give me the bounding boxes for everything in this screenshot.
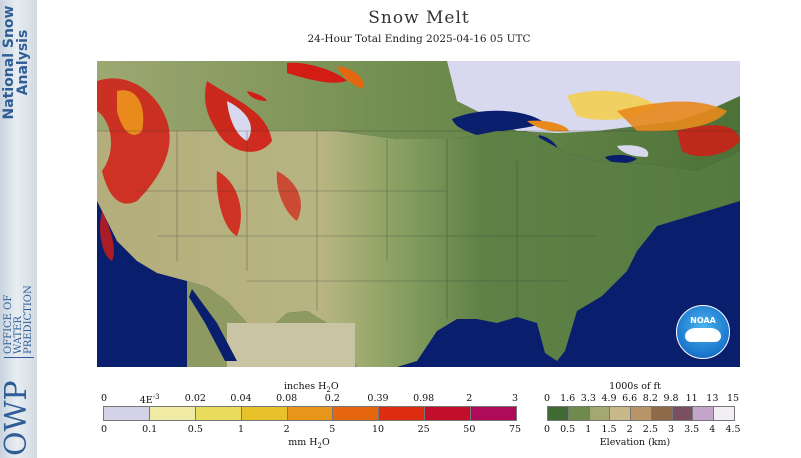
elev-color-bar xyxy=(547,406,735,421)
elev-tick-label: 6.6 xyxy=(622,393,638,404)
melt-tick-label: 3 xyxy=(511,393,519,404)
melt-tick-label: 75 xyxy=(508,424,522,435)
page-title: Snow Melt xyxy=(368,8,470,28)
sidebar-title: National Snow Analysis xyxy=(1,0,31,125)
melt-tick-label: 0.2 xyxy=(324,393,340,404)
elev-swatch xyxy=(588,407,610,420)
melt-top-unit: inches H2O xyxy=(284,381,339,394)
melt-swatch xyxy=(470,407,517,420)
page-subtitle: 24-Hour Total Ending 2025-04-16 05 UTC xyxy=(307,33,531,45)
noaa-logo-text: NOAA xyxy=(690,316,716,325)
state-boundaries xyxy=(97,130,740,319)
elev-tick-label: 2.5 xyxy=(642,424,658,435)
conus-land xyxy=(97,131,740,367)
elev-swatch xyxy=(609,407,631,420)
elev-tick-label: 4.5 xyxy=(725,424,741,435)
snow-melt-map[interactable]: NOAA xyxy=(97,61,740,367)
elev-swatch xyxy=(650,407,672,420)
org-name: OFFICE OF WATER PREDICTION xyxy=(3,264,34,358)
melt-tick-label: 5 xyxy=(329,424,336,435)
elev-tick-label: 9.8 xyxy=(663,393,679,404)
melt-bottom-unit: mm H2O xyxy=(288,437,330,450)
lake-superior xyxy=(452,110,545,135)
melt-tick-label: 0.98 xyxy=(413,393,435,404)
elev-tick-label: 3.3 xyxy=(580,393,596,404)
melt-swatch xyxy=(240,407,287,420)
melt-swatch xyxy=(378,407,425,420)
noaa-bird-icon xyxy=(685,328,721,342)
melt-swatch xyxy=(194,407,241,420)
elev-swatch xyxy=(567,407,589,420)
sidebar-title-line1: National Snow xyxy=(1,5,17,120)
elev-tick-label: 4.9 xyxy=(601,393,617,404)
melt-tick-label: 0.1 xyxy=(142,424,158,435)
elev-tick-label: 0 xyxy=(543,393,551,404)
melt-tick-label: 25 xyxy=(417,424,430,435)
lake-ontario xyxy=(605,154,637,164)
elev-swatch xyxy=(548,407,568,420)
melt-tick-label: 50 xyxy=(463,424,476,435)
elev-tick-label: 11 xyxy=(685,393,698,404)
sidebar-title-line2: Analysis xyxy=(15,29,31,96)
melt-tick-label: 2 xyxy=(283,424,290,435)
melt-swatch xyxy=(148,407,195,420)
melt-tick-label: 0 xyxy=(100,393,108,404)
melt-tick-exponent: -3 xyxy=(152,393,160,401)
elev-tick-label: 0 xyxy=(543,424,551,435)
melt-swatch xyxy=(424,407,471,420)
melt-areas xyxy=(97,62,740,261)
elev-swatch xyxy=(713,407,735,420)
melt-tick-label: 2 xyxy=(466,393,473,404)
elev-top-unit: 1000s of ft xyxy=(609,381,661,392)
elev-tick-label: 4 xyxy=(709,424,716,435)
elev-tick-label: 13 xyxy=(706,393,719,404)
sidebar-banner: National Snow Analysis OFFICE OF WATER P… xyxy=(0,0,37,458)
elev-swatch xyxy=(630,407,651,420)
gulf-of-california xyxy=(189,289,237,361)
elev-tick-label: 1 xyxy=(585,424,592,435)
elev-bottom-unit: Elevation (km) xyxy=(599,437,671,448)
elev-swatch xyxy=(692,407,714,420)
melt-tick-label: 0.5 xyxy=(187,424,203,435)
org-name-line3: PREDICTION xyxy=(23,285,34,354)
elev-swatch xyxy=(671,407,693,420)
melt-color-bar xyxy=(103,406,517,421)
elev-tick-label: 1.6 xyxy=(560,393,576,404)
map-canvas xyxy=(97,61,740,367)
melt-tick-label: 10 xyxy=(371,424,385,435)
melt-tick-label: 4E-3 xyxy=(139,393,160,407)
elev-tick-label: 0.5 xyxy=(560,424,576,435)
no-data-region xyxy=(227,323,355,367)
org-logo-letters: OWP xyxy=(0,380,34,456)
elev-tick-label: 3.5 xyxy=(684,424,700,435)
elev-tick-label: 3 xyxy=(667,424,675,435)
melt-tick-label: 0.02 xyxy=(184,393,206,404)
melt-tick-label: 1 xyxy=(237,424,245,435)
melt-tick-label: 0.08 xyxy=(276,393,298,404)
elev-tick-label: 15 xyxy=(726,393,740,404)
elev-tick-label: 8.2 xyxy=(642,393,658,404)
elev-tick-label: 2 xyxy=(626,424,633,435)
noaa-logo: NOAA xyxy=(676,305,730,359)
melt-swatch xyxy=(332,407,379,420)
melt-tick-label: 0.04 xyxy=(230,393,252,404)
elev-tick-label: 1.5 xyxy=(601,424,617,435)
melt-tick-label: 0 xyxy=(100,424,108,435)
melt-swatch xyxy=(286,407,333,420)
melt-swatch xyxy=(104,407,149,420)
melt-tick-label: 0.39 xyxy=(367,393,389,404)
